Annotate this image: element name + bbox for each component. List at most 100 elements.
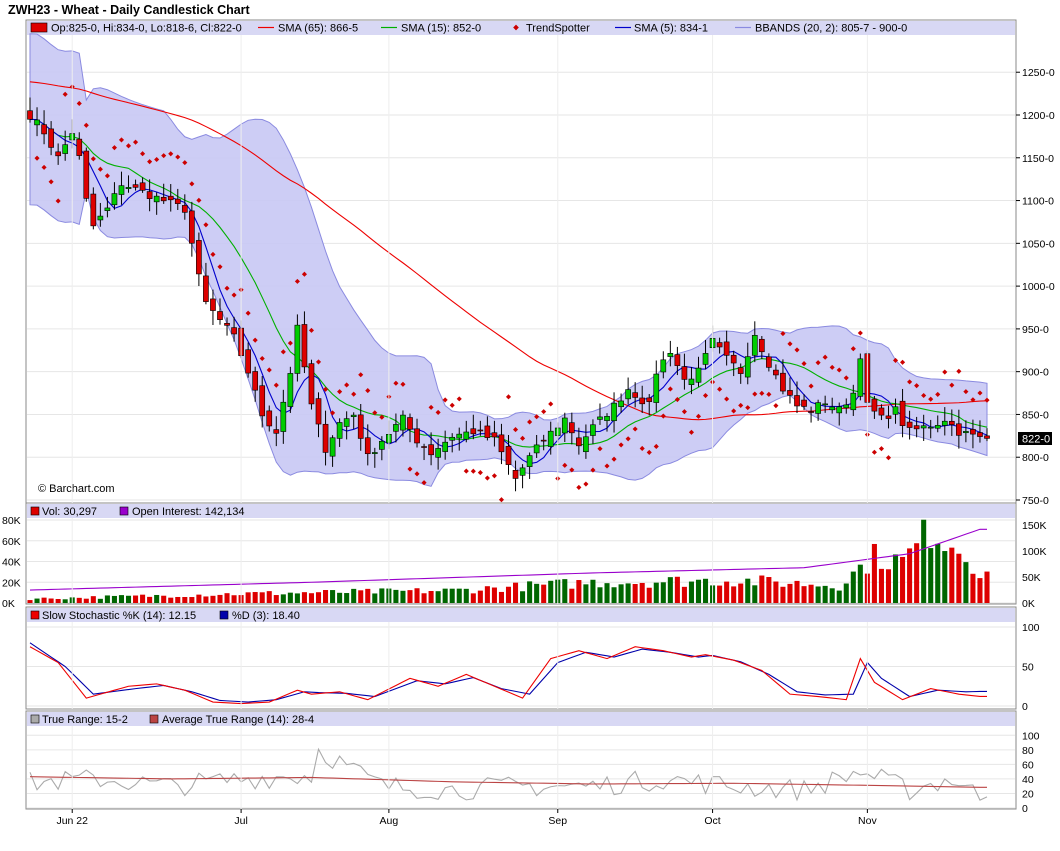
trendspotter-dot [498,497,505,503]
volume-bar [604,583,610,603]
price-tick-label: 750-0 [1022,495,1049,507]
candle-body [90,193,97,227]
candle-body [160,196,167,202]
true-range-panel[interactable]: 100 80 60 40 20 0 True Range: 15-2 Average Tr… [25,710,1040,815]
candle-body [681,366,688,380]
volume-bar [189,597,195,603]
true-range-legend-bg [27,712,1015,726]
volume-bar [731,586,737,603]
candle-body [906,421,913,428]
volume-bar [611,587,617,603]
volume-bar [463,588,469,603]
volume-left-tick-label: 40K [2,557,21,569]
open-interest-line [29,528,987,591]
volume-left-tick-label: 0K [2,598,15,610]
price-tick-label: 1100-0 [1022,196,1054,208]
volume-bar [133,595,139,603]
trendspotter-dot [449,402,455,408]
volume-bar [562,579,568,603]
volume-bar [210,595,216,603]
trendspotter-dot [928,396,934,402]
candle-body [477,429,484,432]
volume-bar [498,591,504,603]
sma65-legend-label: SMA (65): 866-5 [278,23,358,35]
trendspotter-dot [111,145,117,151]
trendspotter-dot [484,475,490,481]
stoch-k-legend-label: Slow Stochastic %K (14): 12.15 [42,610,196,622]
chart-title: ZWH23 - Wheat - Daily Candlestick Chart [8,3,251,17]
candle-body [653,373,660,403]
price-tick-label: 1200-0 [1022,110,1055,122]
candle-body [231,327,237,335]
candle-body [287,373,294,407]
volume-bar [513,582,519,603]
trendspotter-dot [717,386,723,392]
trendspotter-dot [125,143,132,149]
true-range-tick-label: 40 [1022,774,1034,786]
trendspotter-dot [428,404,434,410]
trendspotter-dot [759,390,765,396]
trendspotter-dot [520,435,526,441]
trendspotter-legend-swatch [513,24,519,31]
volume-bar [829,588,835,603]
atr-legend-label: Average True Range (14): 28-4 [162,714,314,726]
candle-body [259,385,266,417]
price-panel[interactable]: 1250-0 1200-0 1150-0 1100-0 1050-0 1000-0 950-… [25,19,1055,507]
volume-bar [794,580,800,603]
candle-body [561,417,568,434]
volume-bar [843,583,849,603]
stochastic-y-axis: 100 50 0 [1022,622,1040,713]
candle-body [590,424,596,436]
volume-bar [738,583,744,603]
candle-body [34,119,40,126]
volume-bar [780,586,786,603]
candle-body [963,431,969,434]
atr-line [29,776,987,788]
candle-body [660,359,667,373]
trendspotter-dot [702,393,709,399]
trendspotter-dot [393,380,399,386]
trendspotter-dot [203,222,209,228]
volume-bar [147,596,153,603]
volume-bar [822,585,828,603]
candle-body [132,184,139,188]
ohlc-legend-swatch [30,22,48,33]
volume-bar [90,596,96,603]
trendspotter-dot [273,382,279,388]
candle-body [667,353,674,357]
candle-body [533,444,540,454]
stochastic-panel[interactable]: 100 50 0 Slow Stochastic %K (14): 12.15 %D… [25,606,1040,713]
candle-body [540,439,547,442]
volume-bar [456,588,462,603]
candle-body [892,406,899,415]
volume-bar [660,582,666,603]
trendspotter-dot [55,198,61,204]
price-y-axis: 1250-0 1200-0 1150-0 1100-0 1050-0 1000-0 950-… [1016,67,1055,507]
volume-bar [414,588,420,603]
volume-bar [520,591,526,603]
trendspotter-dot [421,480,427,486]
volume-bar [231,595,237,603]
trendspotter-dot [182,160,188,166]
candle-body [189,210,195,244]
candle-body [463,431,470,440]
trendspotter-dot [168,151,174,157]
volume-bar [787,583,793,603]
stochastic-lines [29,642,987,705]
candle-body [217,311,223,320]
candle-body [442,441,449,452]
candle-body [794,395,800,407]
trendspotter-dot [470,468,476,474]
candle-body [625,389,631,400]
candle-body [716,342,723,348]
trendspotter-dot [224,285,230,291]
volume-bar [900,556,906,603]
volume-bar [351,588,357,603]
candle-body [224,322,230,326]
volume-bar [379,588,385,603]
volume-bar [984,571,990,603]
price-tick-label: 900-0 [1022,367,1049,379]
volume-bar [674,576,680,603]
